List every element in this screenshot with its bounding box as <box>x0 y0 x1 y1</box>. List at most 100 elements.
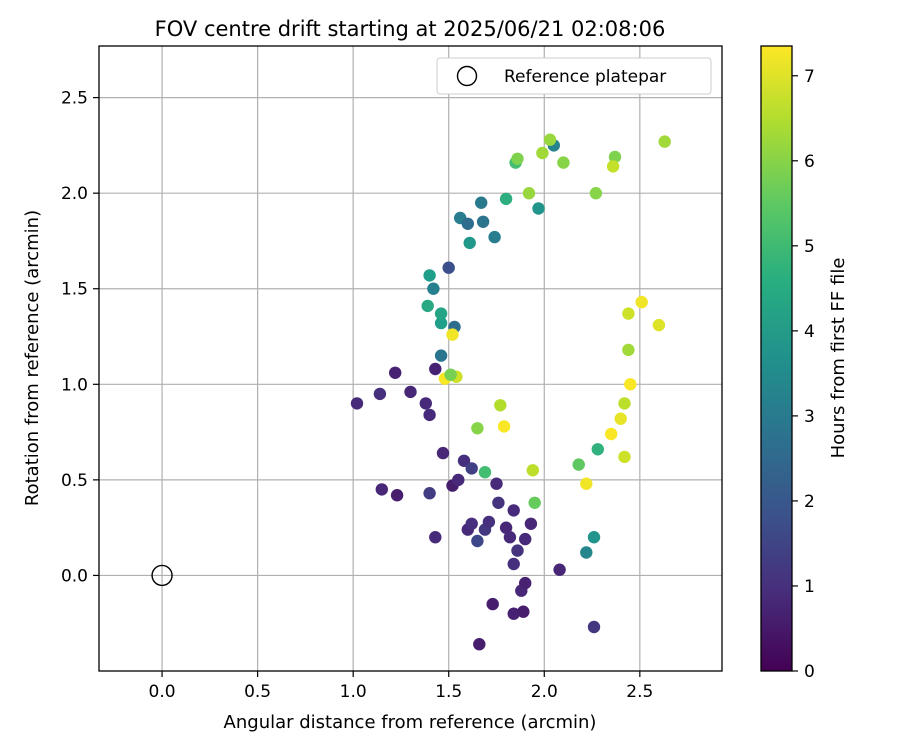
colorbar-tick-label: 7 <box>804 67 815 87</box>
data-point <box>622 307 635 320</box>
data-point <box>517 605 530 618</box>
y-tick-label: 1.0 <box>61 375 88 395</box>
data-point <box>436 446 450 460</box>
data-point <box>476 215 490 228</box>
data-point <box>580 546 593 559</box>
data-point <box>427 282 440 295</box>
data-point <box>608 150 622 164</box>
data-point <box>622 343 635 357</box>
data-point <box>471 534 484 548</box>
colorbar-tick-label: 5 <box>804 237 815 257</box>
x-tick-label: 1.5 <box>435 682 462 702</box>
colorbar-tick-label: 6 <box>804 152 815 172</box>
data-point <box>635 295 648 309</box>
data-point <box>532 202 545 215</box>
data-point <box>452 473 465 487</box>
data-point <box>658 135 671 148</box>
data-point <box>494 399 507 412</box>
data-point <box>589 187 603 200</box>
data-point <box>429 362 442 376</box>
data-point <box>618 450 631 464</box>
data-point <box>446 328 459 341</box>
y-axis-ticks: 0.0 0.5 1.0 1.5 2.0 2.5 <box>61 89 99 586</box>
plot-frame <box>98 45 723 672</box>
colorbar-gradient <box>760 45 793 672</box>
data-point <box>511 152 524 165</box>
x-tick-label: 1.0 <box>340 682 367 702</box>
legend-box <box>436 57 712 95</box>
data-point <box>486 597 499 611</box>
data-point <box>536 146 549 160</box>
x-axis-ticks: 0.0 0.5 1.0 1.5 2.0 2.5 <box>149 671 653 702</box>
data-point <box>519 576 532 590</box>
data-point <box>375 483 388 496</box>
data-point <box>421 299 434 313</box>
data-point <box>389 366 402 379</box>
data-point <box>587 620 601 634</box>
data-point <box>423 269 436 282</box>
data-point <box>473 638 486 651</box>
data-point <box>478 466 492 479</box>
x-tick-label: 2.0 <box>531 682 558 702</box>
data-point <box>526 464 539 477</box>
grid <box>99 46 722 671</box>
data-point <box>519 532 532 546</box>
data-point <box>423 487 436 500</box>
y-tick-label: 1.5 <box>61 280 88 300</box>
data-point <box>614 412 627 425</box>
data-point <box>423 408 436 422</box>
data-point <box>442 261 455 274</box>
data-point <box>528 496 541 509</box>
data-point <box>522 187 536 200</box>
data-point <box>465 517 478 530</box>
data-point <box>591 443 604 456</box>
data-point <box>572 458 585 471</box>
data-point <box>429 531 442 544</box>
data-point <box>624 378 637 391</box>
x-tick-label: 2.5 <box>626 682 653 702</box>
colorbar-tick-label: 1 <box>804 577 815 597</box>
y-tick-label: 2.5 <box>61 89 88 109</box>
data-point <box>490 477 503 490</box>
data-point <box>557 156 570 169</box>
data-point <box>580 477 593 490</box>
data-point <box>507 557 520 571</box>
data-point <box>507 607 520 620</box>
data-point <box>457 454 471 467</box>
legend-reference-marker <box>456 65 478 87</box>
data-point <box>652 318 666 332</box>
legend: Reference platepar <box>436 57 712 95</box>
data-point <box>350 397 364 410</box>
colorbar: 0 1 2 3 4 5 6 7 Hours from first FF file <box>760 45 849 682</box>
data-point <box>465 462 478 475</box>
data-point <box>373 387 387 401</box>
data-point <box>606 160 620 173</box>
data-point <box>419 397 432 410</box>
data-point <box>524 517 538 530</box>
data-point <box>618 397 631 410</box>
colorbar-tick-label: 4 <box>804 322 815 342</box>
data-point <box>434 316 448 330</box>
data-point <box>390 489 404 502</box>
y-axis-label: Rotation from reference (arcmin) <box>22 210 43 506</box>
data-point <box>499 192 513 206</box>
y-tick-label: 0.5 <box>61 471 88 491</box>
legend-label: Reference platepar <box>504 67 666 87</box>
data-point <box>434 349 448 362</box>
data-point <box>463 236 476 250</box>
data-point <box>404 385 417 399</box>
data-points <box>151 133 671 651</box>
data-point <box>587 531 601 544</box>
data-point <box>497 420 511 433</box>
data-point <box>461 217 474 230</box>
colorbar-tick-label: 0 <box>804 662 815 682</box>
colorbar-tick-label: 3 <box>804 407 815 427</box>
reference-platepar-marker <box>151 564 173 587</box>
data-point <box>503 531 517 544</box>
data-point <box>444 368 457 381</box>
data-point <box>492 496 505 509</box>
colorbar-tick-label: 2 <box>804 492 815 512</box>
x-tick-label: 0.0 <box>149 682 176 702</box>
data-point <box>471 422 484 435</box>
